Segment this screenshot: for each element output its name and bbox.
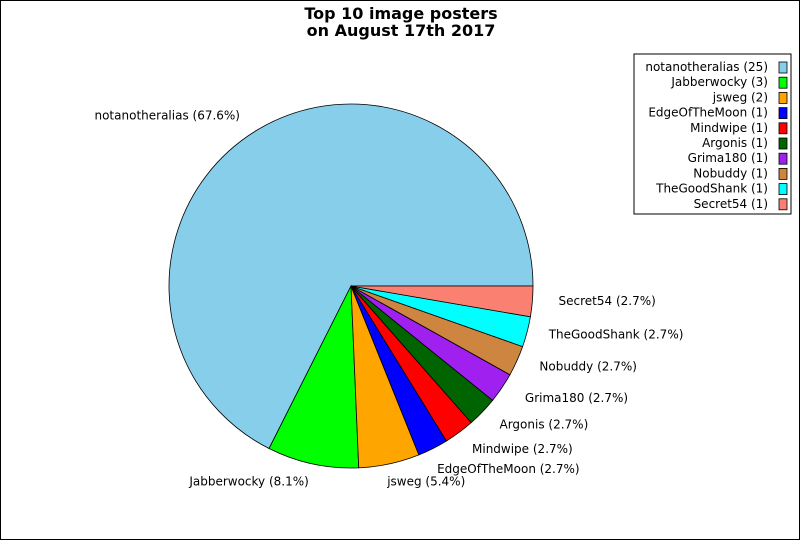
pie-label-argonis: Argonis (2.7%) xyxy=(500,418,589,432)
pie-label-nobuddy: Nobuddy (2.7%) xyxy=(539,360,637,374)
pie-labels: notanotheralias (67.6%) Jabberwocky (8.1%… xyxy=(94,109,683,489)
chart-title: Top 10 image posters on August 17th 2017 xyxy=(304,4,497,40)
pie-slice-notanotheralias xyxy=(168,103,534,450)
pie-label-jsweg: jsweg (5.4%) xyxy=(386,475,465,489)
legend-swatch-mindwipe xyxy=(778,122,788,135)
pie-slices xyxy=(168,103,534,469)
chart-title-line-1: Top 10 image posters xyxy=(304,4,497,23)
pie-label-jabberwocky: Jabberwocky (8.1%) xyxy=(188,475,308,489)
legend-swatch-jabberwocky xyxy=(778,76,788,89)
legend-box xyxy=(633,53,792,215)
legend-swatch-grima180 xyxy=(778,152,788,165)
legend-label-thegoodshank: TheGoodShank (1) xyxy=(655,182,768,196)
legend-label-jabberwocky: Jabberwocky (3) xyxy=(670,75,768,89)
pie-label-notanotheralias: notanotheralias (67.6%) xyxy=(94,109,240,123)
pie-label-grima180: Grima180 (2.7%) xyxy=(525,391,628,405)
legend-label-jsweg: jsweg (2) xyxy=(712,90,768,104)
legend-label-secret54: Secret54 (1) xyxy=(694,197,768,211)
chart-title-line-2: on August 17th 2017 xyxy=(307,21,496,40)
legend-label-grima180: Grima180 (1) xyxy=(688,151,768,165)
legend-items: notanotheralias (25)Jabberwocky (3)jsweg… xyxy=(645,60,788,211)
pie-label-thegoodshank: TheGoodShank (2.7%) xyxy=(548,327,684,341)
legend-label-mindwipe: Mindwipe (1) xyxy=(690,121,768,135)
legend-swatch-thegoodshank xyxy=(778,183,788,196)
pie-label-mindwipe: Mindwipe (2.7%) xyxy=(472,442,573,456)
legend-swatch-jsweg xyxy=(778,92,788,104)
legend-swatch-argonis xyxy=(778,137,788,150)
legend-label-nobuddy: Nobuddy (1) xyxy=(693,166,768,180)
pie-slice-secret54 xyxy=(350,285,534,318)
legend-label-edgeofthemoon: EdgeOfTheMoon (1) xyxy=(648,106,768,120)
legend-label-argonis: Argonis (1) xyxy=(702,136,768,150)
legend-label-notanotheralias: notanotheralias (25) xyxy=(645,60,768,74)
pie-slice-jabberwocky xyxy=(268,284,360,469)
legend: notanotheralias (25)Jabberwocky (3)jsweg… xyxy=(633,53,792,215)
legend-swatch-edgeofthemoon xyxy=(778,107,788,119)
legend-swatch-nobuddy xyxy=(778,167,788,180)
pie-label-edgeofthemoon: EdgeOfTheMoon (2.7%) xyxy=(437,462,579,476)
legend-swatch-notanotheralias xyxy=(778,61,788,74)
legend-swatch-secret54 xyxy=(778,198,788,211)
pie-label-secret54: Secret54 (2.7%) xyxy=(559,294,656,308)
